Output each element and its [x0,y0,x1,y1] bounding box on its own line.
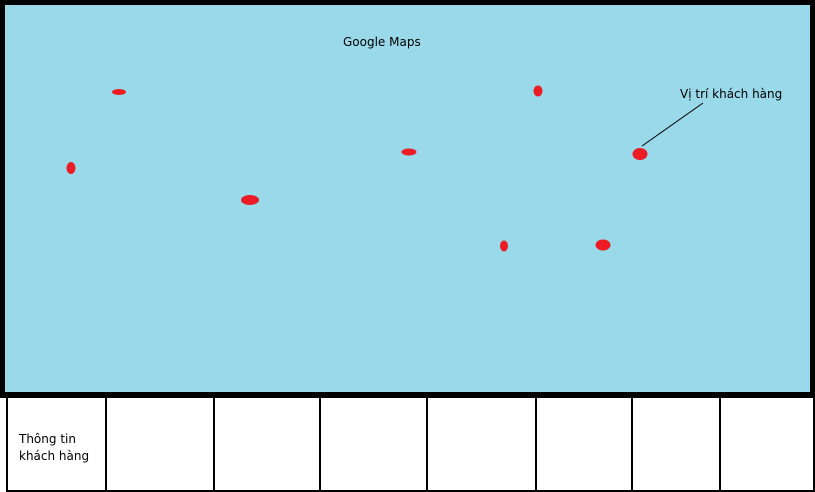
customer-marker[interactable] [66,162,76,174]
customer-marker[interactable] [241,195,259,205]
customer-marker-highlighted[interactable] [632,148,648,160]
customer-info-label-cell: Thông tin khách hàng [8,398,107,490]
customer-info-cell[interactable] [537,398,633,490]
customer-info-cell[interactable] [321,398,428,490]
customer-marker[interactable] [595,239,611,251]
customer-info-row: Thông tin khách hàng [6,398,815,492]
customer-info-cell[interactable] [633,398,721,490]
map-title: Google Maps [343,35,421,49]
customer-marker[interactable] [112,89,126,95]
customer-info-cell[interactable] [107,398,215,490]
customer-marker[interactable] [401,148,417,156]
callout-line [641,102,704,147]
map-overlay [66,85,704,252]
customer-marker[interactable] [533,85,543,97]
customer-info-label-line1: Thông tin [19,432,76,446]
customer-location-label: Vị trí khách hàng [680,87,783,101]
customer-info-cell[interactable] [721,398,813,490]
customer-info-label-line2: khách hàng [19,449,90,463]
customer-marker[interactable] [500,240,508,252]
customer-info-cell[interactable] [428,398,537,490]
customer-info-cell[interactable] [215,398,321,490]
map-panel[interactable]: Google Maps Vị trí khách hàng [0,0,815,398]
